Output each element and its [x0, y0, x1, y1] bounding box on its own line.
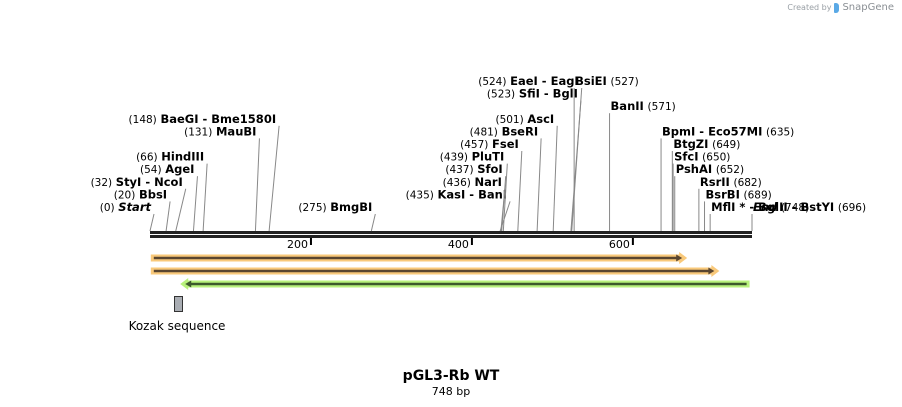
snapgene-watermark: Created by SnapGene [787, 2, 894, 13]
svg-text:(439) PluTI: (439) PluTI [440, 150, 505, 164]
svg-text:(436) NarI: (436) NarI [443, 175, 502, 189]
restriction-site[interactable]: (501) AscI [495, 112, 558, 232]
svg-text:BpmI - Eco57MI (635): BpmI - Eco57MI (635) [662, 124, 794, 138]
restriction-site[interactable]: (481) BseRI [470, 124, 542, 232]
ruler-tick-label: 600 [609, 238, 630, 251]
svg-text:(457) FseI: (457) FseI [460, 137, 519, 151]
svg-text:(20) BbsI: (20) BbsI [114, 187, 167, 201]
restriction-site[interactable]: (436) NarI [443, 175, 506, 232]
watermark-brand: SnapGene [842, 2, 894, 13]
restriction-site[interactable]: BsiEI (527) [573, 74, 639, 231]
svg-text:(524) EaeI - EagI: (524) EaeI - EagI [478, 74, 579, 88]
svg-text:(275) BmgBI: (275) BmgBI [298, 200, 372, 214]
restriction-site[interactable]: (439) PluTI [440, 150, 508, 232]
svg-text:(131) MauBI: (131) MauBI [184, 124, 256, 138]
svg-text:MflI * - BglII - BstYI (696: MflI * - BglII - BstYI (696) [711, 200, 866, 214]
restriction-site[interactable]: (148) BaeGI - Bme1580I [129, 112, 280, 232]
sequence-name: pGL3-Rb WT [402, 368, 500, 384]
ruler-tick-label: 400 [448, 238, 469, 251]
svg-text:BtgZI (649): BtgZI (649) [673, 137, 740, 151]
svg-text:RsrII (682): RsrII (682) [700, 175, 762, 189]
restriction-site[interactable]: PshAI (652) [674, 162, 744, 231]
svg-text:(148) BaeGI - Bme1580I: (148) BaeGI - Bme1580I [129, 112, 277, 126]
svg-text:(523) SfiI - BglI: (523) SfiI - BglI [487, 87, 578, 101]
sequence-length: 748 bp [431, 385, 471, 398]
svg-text:BsiEI (527): BsiEI (527) [575, 74, 639, 88]
ruler-tick-label: 200 [287, 238, 308, 251]
restriction-site[interactable]: (524) EaeI - EagI [478, 74, 583, 232]
snapgene-logo-icon [834, 2, 840, 13]
feature-1-arrow[interactable] [150, 252, 688, 264]
svg-text:Kozak sequence: Kozak sequence [129, 319, 226, 333]
restriction-site[interactable]: End (748) [751, 200, 809, 231]
restriction-site[interactable]: (32) StyI - NcoI [91, 175, 187, 232]
svg-text:(54) AgeI: (54) AgeI [140, 162, 194, 176]
restriction-site[interactable]: (457) FseI [460, 137, 523, 232]
restriction-site[interactable]: (54) AgeI [140, 162, 198, 232]
restriction-site[interactable]: (275) BmgBI [298, 200, 376, 232]
restriction-site[interactable]: (435) KasI - BanI [406, 187, 511, 232]
restriction-site[interactable]: (20) BbsI [114, 187, 171, 232]
svg-text:PshAI (652): PshAI (652) [676, 162, 744, 176]
svg-text:(0) Start: (0) Start [100, 200, 152, 214]
watermark-prefix: Created by [787, 3, 832, 12]
backbone-bottom-strand [150, 235, 752, 238]
svg-text:(66) HindIII: (66) HindIII [136, 150, 204, 164]
svg-text:SfcI (650): SfcI (650) [674, 150, 730, 164]
restriction-site[interactable]: MflI * - BglII - BstYI (696) [709, 200, 866, 231]
feature-3-arrow[interactable] [180, 278, 750, 290]
svg-text:(32) StyI - NcoI: (32) StyI - NcoI [91, 175, 183, 189]
restriction-site[interactable]: (66) HindIII [136, 150, 208, 232]
restriction-site[interactable]: BsrBI (689) [704, 187, 772, 231]
backbone-top-strand [150, 231, 752, 234]
svg-text:BsrBI (689): BsrBI (689) [706, 187, 772, 201]
restriction-site[interactable]: BpmI - Eco57MI (635) [660, 124, 794, 231]
svg-text:(501) AscI: (501) AscI [495, 112, 554, 126]
restriction-site[interactable]: (0) Start [100, 200, 155, 232]
svg-text:(481) BseRI: (481) BseRI [470, 124, 538, 138]
restriction-site[interactable]: SfcI (650) [672, 150, 730, 231]
kozak-sequence-feature[interactable]: Kozak sequence [129, 296, 226, 334]
svg-text:(435) KasI - BanI: (435) KasI - BanI [406, 187, 507, 201]
svg-text:(437) SfoI: (437) SfoI [445, 162, 502, 176]
restriction-site[interactable]: (437) SfoI [445, 162, 507, 232]
svg-text:End (748): End (748) [753, 200, 809, 214]
feature-2-arrow[interactable] [150, 265, 720, 277]
svg-text:BanII (571): BanII (571) [611, 99, 676, 113]
restriction-site[interactable]: (131) MauBI [184, 124, 260, 232]
restriction-site[interactable]: RsrII (682) [698, 175, 762, 231]
restriction-site[interactable]: BtgZI (649) [671, 137, 740, 231]
restriction-site[interactable]: BanII (571) [609, 99, 676, 231]
